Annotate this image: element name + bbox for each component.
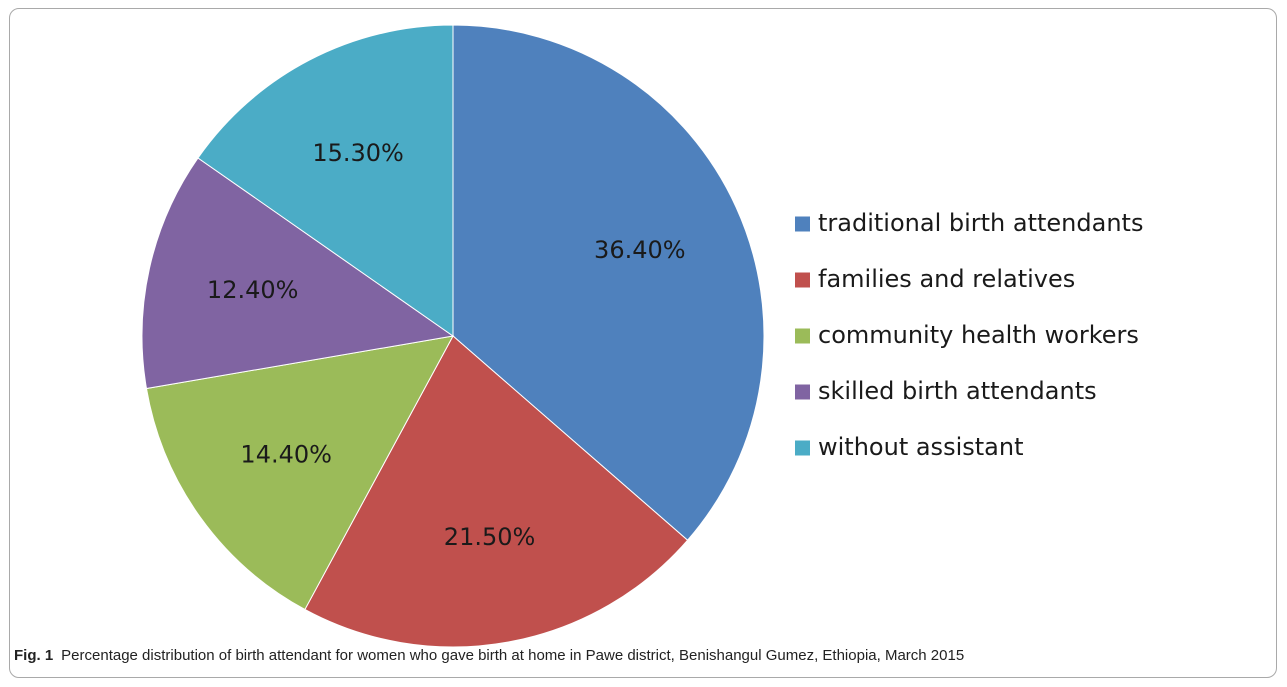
slice-data-label: 12.40% <box>207 276 299 304</box>
slice-data-label: 15.30% <box>312 139 404 167</box>
legend-label: families and relatives <box>818 265 1075 293</box>
legend-swatch <box>795 440 810 456</box>
legend-item: community health workers <box>795 321 1139 349</box>
legend-swatch <box>795 328 810 344</box>
slice-data-label: 14.40% <box>240 441 332 469</box>
legend-item: without assistant <box>795 433 1023 461</box>
pie-slice-community-health-workers <box>145 335 454 611</box>
legend-item: families and relatives <box>795 265 1075 293</box>
pie-slice-families-and-relatives <box>304 335 689 648</box>
legend: traditional birth attendants families and… <box>795 209 1143 461</box>
legend-item: skilled birth attendants <box>795 377 1097 405</box>
slice-data-label: 36.40% <box>594 236 686 264</box>
legend-item: traditional birth attendants <box>795 209 1143 237</box>
pie-slice-skilled-birth-attendants <box>141 157 455 390</box>
pie-slices <box>141 24 765 648</box>
legend-label: skilled birth attendants <box>818 377 1097 405</box>
legend-label: community health workers <box>818 321 1139 349</box>
pie-slice-without-assistant <box>197 24 454 337</box>
caption-text: Percentage distribution of birth attenda… <box>61 647 965 664</box>
pie-slice-traditional-birth-attendants <box>452 24 765 541</box>
legend-label: traditional birth attendants <box>818 209 1143 237</box>
figure-caption: Fig. 1 Percentage distribution of birth a… <box>14 647 964 664</box>
legend-swatch <box>795 272 810 288</box>
slice-data-label: 21.50% <box>444 523 536 551</box>
legend-swatch <box>795 216 810 232</box>
legend-label: without assistant <box>818 433 1023 461</box>
figure-label: Fig. 1 <box>14 647 54 664</box>
legend-swatch <box>795 384 810 400</box>
pie-slice-labels: 36.40% 21.50% 14.40% 12.40% 15.30% <box>207 139 686 551</box>
